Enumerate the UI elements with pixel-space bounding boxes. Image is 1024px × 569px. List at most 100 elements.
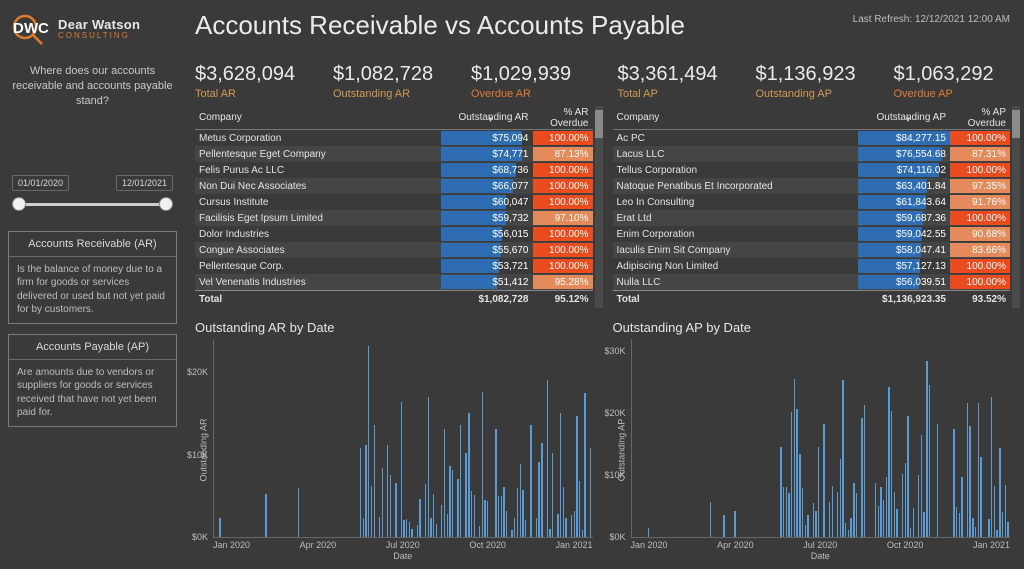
table-row[interactable]: Cursus Institute$60,047100.00% <box>195 194 593 210</box>
company-cell: Pellentesque Eget Company <box>195 149 441 160</box>
ap-total-label: Total <box>613 294 859 305</box>
value-cell: $56,015 <box>441 227 533 241</box>
value-cell: $57,127.13 <box>858 259 950 273</box>
ap-col-value[interactable]: Outstanding AP ▼ <box>858 112 950 123</box>
company-cell: Cursus Institute <box>195 197 441 208</box>
value-cell: $53,721 <box>441 259 533 273</box>
ap-chart[interactable]: Outstanding AP by Date Outstanding AP $0… <box>613 320 1011 561</box>
guiding-question: Where does our accounts receivable and a… <box>8 64 177 109</box>
svg-text:D: D <box>13 20 24 37</box>
ap-definition-body: Are amounts due to vendors or suppliers … <box>9 360 176 426</box>
ar-definition-body: Is the balance of money due to a firm fo… <box>9 257 176 323</box>
date-from[interactable]: 01/01/2020 <box>12 175 69 191</box>
ap-col-company[interactable]: Company <box>613 112 859 123</box>
ap-table[interactable]: Company Outstanding AP ▼ % AP Overdue Ac… <box>613 106 1011 308</box>
pct-cell: 100.00% <box>533 131 593 145</box>
table-row[interactable]: Tellus Corporation$74,116.02100.00% <box>613 162 1011 178</box>
value-cell: $59,042.55 <box>858 227 950 241</box>
slider-handle-right[interactable] <box>159 197 173 211</box>
date-range-slicer[interactable]: 01/01/2020 12/01/2021 <box>8 175 177 213</box>
value-cell: $55,670 <box>441 243 533 257</box>
logo-icon: D W C <box>8 12 52 46</box>
ar-col-pct[interactable]: % AR Overdue <box>533 107 593 129</box>
company-cell: Enim Corporation <box>613 229 859 240</box>
table-row[interactable]: Metus Corporation$75,094100.00% <box>195 130 593 146</box>
ar-chart-xlabel: Date <box>213 551 593 561</box>
ap-table-scrollbar[interactable] <box>1012 106 1020 308</box>
pct-cell: 100.00% <box>533 195 593 209</box>
table-row[interactable]: Erat Ltd$59,687.36100.00% <box>613 210 1011 226</box>
date-to[interactable]: 12/01/2021 <box>116 175 173 191</box>
logo-text-1: Dear Watson <box>58 18 140 32</box>
kpi-outstanding-ar: $1,082,728 Outstanding AR <box>333 63 443 100</box>
ar-chart-title: Outstanding AR by Date <box>195 320 593 335</box>
value-cell: $63,401.84 <box>858 179 950 193</box>
company-cell: Facilisis Eget Ipsum Limited <box>195 213 441 224</box>
pct-cell: 97.35% <box>950 179 1010 193</box>
table-row[interactable]: Enim Corporation$59,042.5590.68% <box>613 226 1011 242</box>
ap-chart-title: Outstanding AP by Date <box>613 320 1011 335</box>
table-row[interactable]: Vel Venenatis Industries$51,41295.28% <box>195 274 593 290</box>
company-cell: Adipiscing Non Limited <box>613 261 859 272</box>
pct-cell: 100.00% <box>533 163 593 177</box>
value-cell: $58,047.41 <box>858 243 950 257</box>
company-cell: Felis Purus Ac LLC <box>195 165 441 176</box>
table-row[interactable]: Natoque Penatibus Et Incorporated$63,401… <box>613 178 1011 194</box>
ar-chart[interactable]: Outstanding AR by Date Outstanding AR $0… <box>195 320 593 561</box>
table-row[interactable]: Lacus LLC$76,554.6887.31% <box>613 146 1011 162</box>
table-row[interactable]: Dolor Industries$56,015100.00% <box>195 226 593 242</box>
ap-definition-title: Accounts Payable (AP) <box>9 335 176 360</box>
ar-definition-title: Accounts Receivable (AR) <box>9 232 176 257</box>
table-row[interactable]: Pellentesque Eget Company$74,77187.13% <box>195 146 593 162</box>
company-cell: Dolor Industries <box>195 229 441 240</box>
table-row[interactable]: Iaculis Enim Sit Company$58,047.4183.66% <box>613 242 1011 258</box>
value-cell: $75,094 <box>441 131 533 145</box>
table-row[interactable]: Pellentesque Corp.$53,721100.00% <box>195 258 593 274</box>
company-cell: Ac PC <box>613 133 859 144</box>
company-cell: Pellentesque Corp. <box>195 261 441 272</box>
kpi-row: $3,628,094 Total AR $1,082,728 Outstandi… <box>195 63 1010 100</box>
ap-chart-xlabel: Date <box>631 551 1011 561</box>
ar-total-label: Total <box>195 294 441 305</box>
ap-total-pct: 93.52% <box>950 294 1010 305</box>
value-cell: $84,277.15 <box>858 131 950 145</box>
pct-cell: 100.00% <box>950 259 1010 273</box>
company-cell: Metus Corporation <box>195 133 441 144</box>
value-cell: $74,771 <box>441 147 533 161</box>
pct-cell: 100.00% <box>950 163 1010 177</box>
value-cell: $74,116.02 <box>858 163 950 177</box>
table-row[interactable]: Non Dui Nec Associates$66,077100.00% <box>195 178 593 194</box>
ap-definition-card: Accounts Payable (AP) Are amounts due to… <box>8 334 177 427</box>
ar-table-scrollbar[interactable] <box>595 106 603 308</box>
ar-total-pct: 95.12% <box>533 294 593 305</box>
ar-panel: Company Outstanding AR ▼ % AR Overdue Me… <box>195 106 593 561</box>
ar-col-value[interactable]: Outstanding AR ▼ <box>441 112 533 123</box>
main: Accounts Receivable vs Accounts Payable … <box>185 0 1024 569</box>
ar-table[interactable]: Company Outstanding AR ▼ % AR Overdue Me… <box>195 106 593 308</box>
company-cell: Iaculis Enim Sit Company <box>613 245 859 256</box>
table-row[interactable]: Adipiscing Non Limited$57,127.13100.00% <box>613 258 1011 274</box>
table-row[interactable]: Leo In Consulting$61,843.6491.76% <box>613 194 1011 210</box>
pct-cell: 87.31% <box>950 147 1010 161</box>
table-row[interactable]: Felis Purus Ac LLC$68,736100.00% <box>195 162 593 178</box>
svg-text:C: C <box>38 20 49 37</box>
company-cell: Vel Venenatis Industries <box>195 277 441 288</box>
ap-col-pct[interactable]: % AP Overdue <box>950 107 1010 129</box>
pct-cell: 100.00% <box>533 179 593 193</box>
kpi-total-ap: $3,361,494 Total AP <box>618 63 728 100</box>
company-cell: Congue Associates <box>195 245 441 256</box>
company-cell: Tellus Corporation <box>613 165 859 176</box>
last-refresh: Last Refresh: 12/12/2021 12:00 AM <box>853 14 1010 25</box>
slider-handle-left[interactable] <box>12 197 26 211</box>
value-cell: $59,687.36 <box>858 211 950 225</box>
table-row[interactable]: Congue Associates$55,670100.00% <box>195 242 593 258</box>
kpi-overdue-ap: $1,063,292 Overdue AP <box>894 63 1004 100</box>
ap-total-value: $1,136,923.35 <box>858 294 950 305</box>
table-row[interactable]: Nulla LLC$56,039.51100.00% <box>613 274 1011 290</box>
ap-panel: Company Outstanding AP ▼ % AP Overdue Ac… <box>613 106 1011 561</box>
ar-col-company[interactable]: Company <box>195 112 441 123</box>
table-row[interactable]: Ac PC$84,277.15100.00% <box>613 130 1011 146</box>
value-cell: $66,077 <box>441 179 533 193</box>
ar-total-value: $1,082,728 <box>441 294 533 305</box>
table-row[interactable]: Facilisis Eget Ipsum Limited$59,73297.10… <box>195 210 593 226</box>
